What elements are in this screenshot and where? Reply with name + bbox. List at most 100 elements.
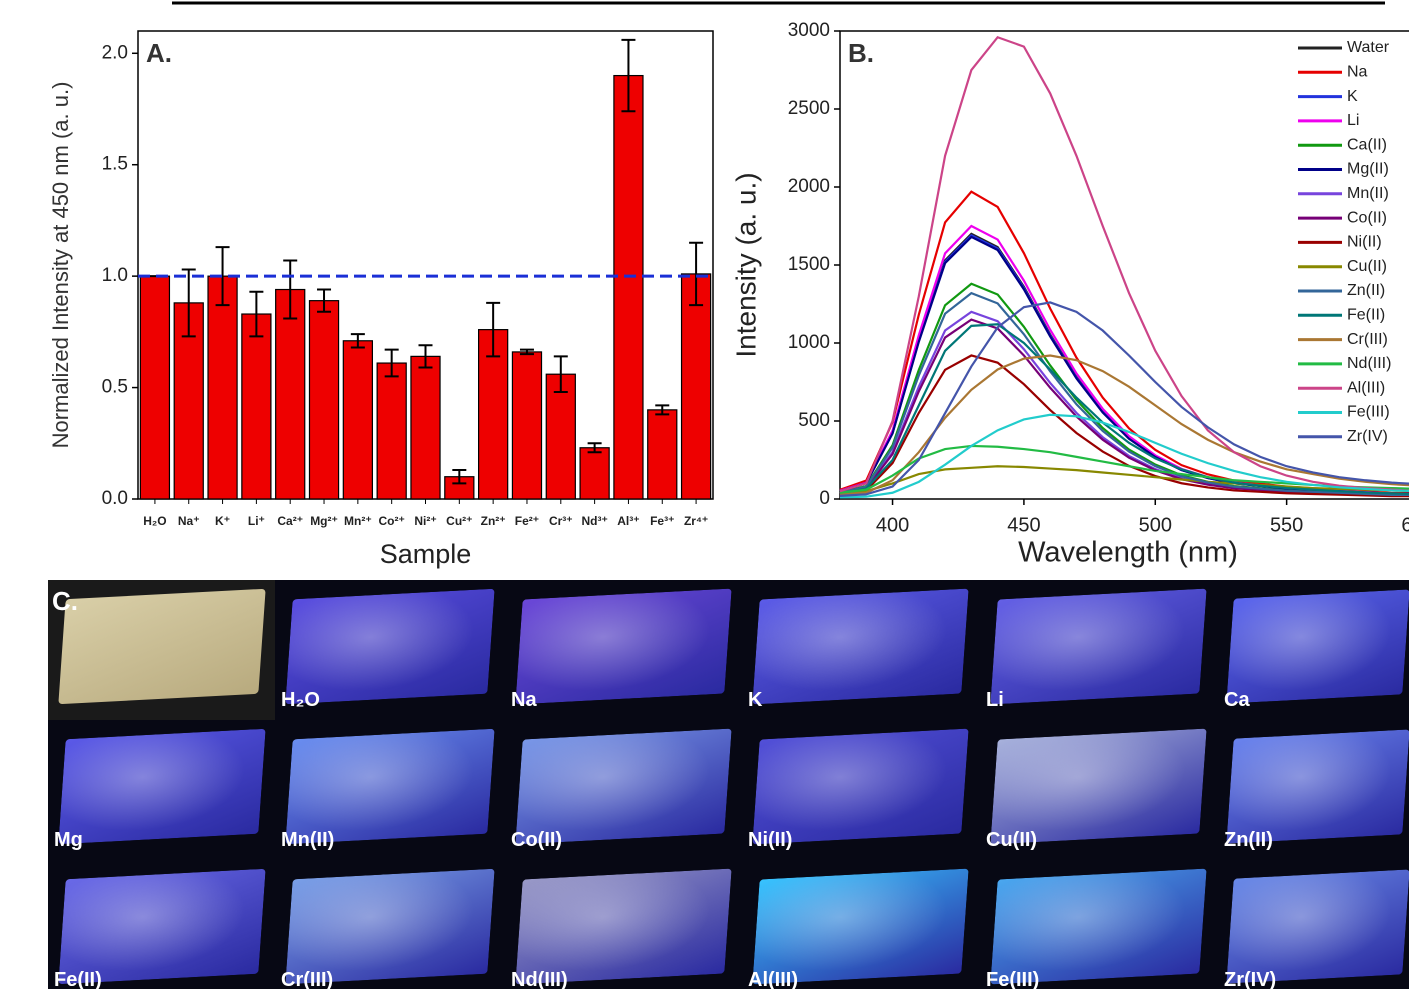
y-tick-label: 0.5 (102, 377, 128, 398)
photo-label: Mn(II) (281, 829, 335, 851)
bar (410, 355, 441, 500)
bar (308, 300, 340, 500)
error-bar (249, 290, 264, 338)
x-tick-label: Co²⁺ (379, 514, 405, 528)
photo-tile: C. (48, 580, 275, 720)
y-tick-label: 1000 (788, 332, 830, 353)
x-tick-label: 500 (1139, 514, 1172, 536)
photo-film (515, 728, 732, 845)
photo-film (57, 588, 266, 705)
x-tick-label: Mg²⁺ (310, 514, 338, 528)
x-tick-label: H₂O (143, 514, 166, 528)
photo-label: Ca (1224, 689, 1250, 711)
error-bar (215, 246, 230, 307)
photo-label: Na (511, 689, 537, 711)
bar (241, 313, 272, 500)
x-tick-label: Ni²⁺ (414, 514, 436, 528)
photo-label: Nd(III) (511, 969, 568, 989)
x-tick-label: 550 (1270, 514, 1303, 536)
error-bar (452, 469, 467, 485)
photo-label: Cu(II) (986, 829, 1038, 851)
error-bar (655, 404, 670, 416)
photo-film (57, 728, 266, 845)
legend-label: K (1347, 88, 1358, 105)
photo-label: Mg (54, 829, 83, 851)
photo-label: Fe(III) (986, 969, 1040, 989)
photo-label: Fe(II) (54, 969, 102, 989)
y-tick-label: 1500 (788, 254, 830, 275)
photo-tile: Co(II) (505, 720, 742, 860)
photo-film (990, 588, 1208, 705)
photo-film (752, 728, 970, 845)
photo-tile: Mn(II) (275, 720, 505, 860)
x-tick-label: 600 (1401, 514, 1409, 536)
x-tick-label: Cr³⁺ (549, 514, 573, 528)
photo-film (990, 868, 1208, 985)
photo-tile: Ni(II) (742, 720, 980, 860)
x-tick-label: Zn²⁺ (481, 514, 506, 528)
legend-label: Fe(II) (1347, 307, 1385, 324)
x-tick-label: Li⁺ (248, 514, 265, 528)
series-line (839, 413, 1409, 499)
legend-label: Cr(III) (1347, 331, 1388, 348)
photo-film (1226, 589, 1409, 704)
photo-label: Cr(III) (281, 969, 334, 989)
photo-tile: Cr(III) (275, 860, 505, 989)
series-line (839, 301, 1409, 497)
series-line (839, 318, 1409, 497)
error-bar (689, 241, 704, 307)
photo-film (752, 588, 970, 705)
panel-label: B. (848, 38, 874, 68)
legend-label: Fe(III) (1347, 404, 1390, 421)
x-tick-label: 450 (1007, 514, 1040, 536)
x-tick-label: Al³⁺ (617, 514, 639, 528)
legend-label: Al(III) (1347, 379, 1385, 396)
photo-film (285, 728, 495, 845)
photo-tile: Fe(II) (48, 860, 275, 989)
photo-label: Zn(II) (1224, 829, 1273, 851)
photo-film (285, 868, 495, 985)
photo-label: K (748, 689, 763, 711)
bar (478, 329, 509, 500)
y-tick-label: 0.0 (102, 488, 128, 509)
error-bar (519, 348, 534, 356)
photo-tile: Zn(II) (1218, 720, 1409, 860)
legend-label: Water (1347, 39, 1390, 56)
photo-film (752, 868, 970, 985)
photo-label: Co(II) (511, 829, 563, 851)
photo-film (1226, 869, 1409, 984)
error-bar (350, 333, 365, 349)
photo-tile: Mg (48, 720, 275, 860)
photo-film (515, 868, 732, 985)
y-tick-label: 1.0 (102, 265, 128, 286)
photo-label: Al(III) (748, 969, 798, 989)
panel-label: A. (146, 38, 172, 68)
photo-film (285, 588, 495, 705)
legend-label: Cu(II) (1347, 258, 1387, 275)
y-tick-label: 2500 (788, 98, 830, 119)
legend-label: Na (1347, 64, 1368, 81)
photo-panel: C. H₂O Na K Li Ca Mg Mn(II) Co(II) Ni(II) Cu(II) Z… (48, 580, 1409, 989)
photo-label: Ni(II) (748, 829, 793, 851)
x-tick-label: Nd³⁺ (581, 514, 607, 528)
photo-film (990, 728, 1208, 845)
photo-tile: K (742, 580, 980, 720)
series-line (839, 35, 1409, 493)
y-tick-label: 3000 (788, 20, 830, 41)
error-bar (486, 301, 501, 358)
y-axis-label: Normalized Intensity at 450 nm (a. u.) (48, 82, 73, 449)
x-tick-label: 400 (876, 514, 909, 536)
x-tick-label: Cu²⁺ (446, 514, 472, 528)
bar (139, 275, 171, 500)
x-axis-label: Wavelength (nm) (1018, 537, 1238, 569)
x-tick-label: Fe³⁺ (650, 514, 674, 528)
x-tick-label: Ca²⁺ (277, 514, 303, 528)
photo-tile: Al(III) (742, 860, 980, 989)
error-bar (384, 348, 399, 378)
error-bar (587, 442, 602, 454)
photo-tile: H₂O (275, 580, 505, 720)
photo-film (57, 868, 266, 985)
photo-tile: Zr(IV) (1218, 860, 1409, 989)
x-tick-label: Mn²⁺ (344, 514, 372, 528)
bar (207, 275, 238, 500)
